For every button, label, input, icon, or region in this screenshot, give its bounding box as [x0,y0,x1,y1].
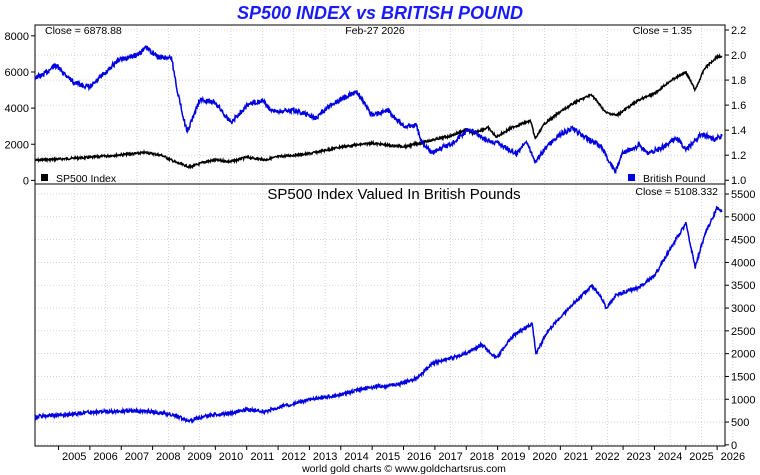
bottom-right-tick-label-0: 0 [731,440,737,452]
x-tick-label-2016: 2016 [407,451,431,463]
top-left-tick-label-0: 0 [23,175,29,187]
x-tick-label-2025: 2025 [689,451,713,463]
series-ratio-line [34,205,723,425]
top-left-tick-label-4000: 4000 [5,103,29,115]
legend-sp500-swatch [41,174,48,181]
x-tick-label-2011: 2011 [251,451,275,463]
bottom-right-axis: 0 500 1000 1500 2000 2500 3000 3500 4000 4500 5000… [725,189,755,452]
legend-sp500-label: SP500 Index [56,173,117,185]
x-tick-label-2006: 2006 [93,451,117,463]
top-left-tick-label-8000: 8000 [5,31,29,43]
top-right-tick-label-1.0: 1.0 [731,175,746,187]
bottom-right-tick-label-3000: 3000 [731,303,755,315]
bottom-right-tick-label-500: 500 [731,417,749,429]
top-right-axis: 1.0 1.2 1.4 1.6 1.8 2.0 2.2 [725,25,746,187]
x-tick-label-2008: 2008 [156,451,180,463]
bottom-right-tick-label-1000: 1000 [731,394,755,406]
x-tick-label-2021: 2021 [564,451,588,463]
bottom-right-tick-label-4500: 4500 [731,235,755,247]
bottom-right-tick-label-2000: 2000 [731,349,755,361]
bottom-right-tick-label-4000: 4000 [731,257,755,269]
x-tick-label-2014: 2014 [344,451,368,463]
top-right-close-label: Close = 1.35 [633,25,692,37]
x-tick-label-2026: 2026 [721,451,745,463]
x-tick-label-2012: 2012 [282,451,306,463]
top-left-axis: 0 2000 4000 6000 8000 [5,31,35,187]
bottom-panel-title: SP500 Index Valued In British Pounds [267,186,520,203]
bottom-panel-grid [35,184,734,446]
x-tick-label-2019: 2019 [501,451,525,463]
x-tick-label-2024: 2024 [658,451,682,463]
top-right-tick-label-1.2: 1.2 [731,150,746,162]
x-tick-label-2017: 2017 [438,451,462,463]
legend-pound-swatch [628,174,635,181]
x-tick-label-2009: 2009 [187,451,211,463]
legend-pound-label: British Pound [643,173,706,185]
top-left-tick-label-2000: 2000 [5,139,29,151]
bottom-right-tick-label-2500: 2500 [731,326,755,338]
x-tick-label-2022: 2022 [595,451,619,463]
bottom-close-label: Close = 5108.332 [635,186,718,198]
bottom-right-tick-label-5000: 5000 [731,212,755,224]
bottom-right-tick-label-5500: 5500 [731,189,755,201]
series-pound-line [34,45,723,175]
top-panel-frame [34,24,726,185]
top-right-tick-label-1.6: 1.6 [731,100,746,112]
top-date-label: Feb-27 2026 [345,25,405,37]
bottom-panel-frame [34,183,726,447]
top-left-close-label: Close = 6878.88 [45,25,122,37]
x-tick-label-2015: 2015 [376,451,400,463]
series-sp500-line [35,52,723,170]
top-panel-grid [35,25,734,184]
x-tick-label-2020: 2020 [532,451,556,463]
top-right-tick-label-2.0: 2.0 [731,50,746,62]
footer-credit: world gold charts © www.goldchartsrus.co… [301,463,506,475]
bottom-right-tick-label-3500: 3500 [731,280,755,292]
x-tick-label-2005: 2005 [62,451,86,463]
x-tick-label-2007: 2007 [125,451,149,463]
x-tick-label-2018: 2018 [470,451,494,463]
top-left-tick-label-6000: 6000 [5,67,29,79]
x-tick-label-2023: 2023 [627,451,651,463]
bottom-right-tick-label-1500: 1500 [731,371,755,383]
chart-title: SP500 INDEX vs BRITISH POUND [237,3,523,23]
x-tick-label-2013: 2013 [313,451,337,463]
x-tick-label-2010: 2010 [219,451,243,463]
top-right-tick-label-2.2: 2.2 [731,25,746,37]
top-right-tick-label-1.4: 1.4 [731,125,746,137]
x-axis: 2005 2006 2007 2008 2009 2010 2011 2012 2013 2014… [58,446,745,463]
top-right-tick-label-1.8: 1.8 [731,75,746,87]
